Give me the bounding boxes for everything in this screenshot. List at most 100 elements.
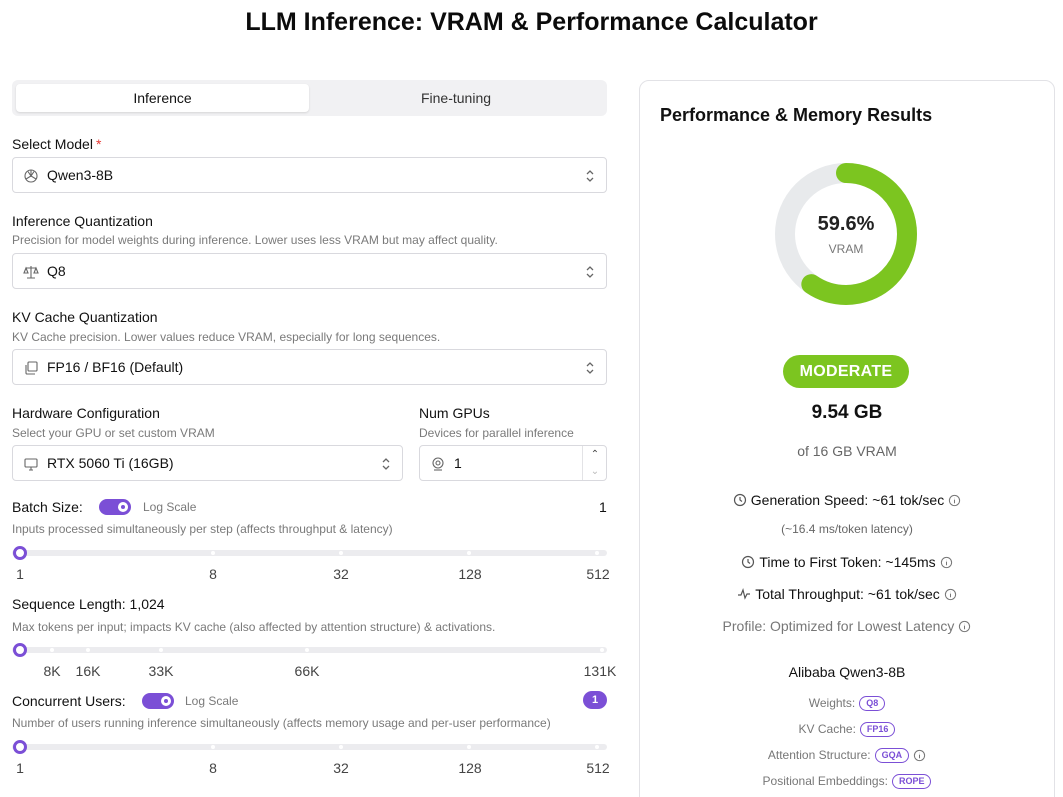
kv-quant-value: FP16 / BF16 (Default) bbox=[47, 359, 184, 375]
inference-quant-value: Q8 bbox=[47, 263, 66, 279]
slider-dot bbox=[467, 745, 471, 749]
users-log-scale-toggle[interactable] bbox=[142, 693, 174, 709]
slider-dot bbox=[211, 551, 215, 555]
chevron-updown-icon bbox=[382, 458, 390, 470]
batch-slider[interactable] bbox=[12, 550, 607, 556]
required-mark: * bbox=[95, 136, 102, 152]
weights-badge: Q8 bbox=[859, 696, 886, 711]
clock-icon bbox=[742, 555, 755, 569]
users-tick: 128 bbox=[458, 760, 482, 776]
ttft-row: Time to First Token: ~145ms bbox=[640, 554, 1054, 570]
users-tick: 1 bbox=[16, 760, 24, 776]
inference-quant-select[interactable]: Q8 bbox=[12, 253, 607, 289]
slider-dot bbox=[600, 648, 604, 652]
sequence-slider[interactable] bbox=[12, 647, 607, 653]
users-label: Concurrent Users: bbox=[12, 693, 126, 709]
vram-donut bbox=[775, 163, 917, 305]
users-slider-thumb[interactable] bbox=[13, 740, 27, 754]
batch-tick: 128 bbox=[458, 566, 482, 582]
batch-tick: 1 bbox=[16, 566, 24, 582]
weights-row: Weights: Q8 bbox=[640, 696, 1054, 711]
sequence-slider-thumb[interactable] bbox=[13, 643, 27, 657]
ttft: Time to First Token: ~145ms bbox=[759, 554, 936, 570]
activity-icon bbox=[738, 588, 751, 600]
toggle-knob bbox=[161, 696, 171, 706]
info-icon[interactable] bbox=[948, 494, 961, 507]
batch-value: 1 bbox=[599, 499, 607, 515]
users-log-scale-label: Log Scale bbox=[185, 694, 239, 708]
attention-row: Attention Structure: GQA bbox=[640, 748, 1054, 763]
vram-used: 9.54 GB bbox=[811, 402, 883, 423]
model-label: Select Model * bbox=[12, 136, 102, 152]
info-icon[interactable] bbox=[944, 588, 957, 601]
monitor-icon bbox=[24, 458, 38, 471]
slider-dot bbox=[159, 648, 163, 652]
num-gpus-hint: Devices for parallel inference bbox=[419, 426, 574, 440]
status-badge: MODERATE bbox=[783, 355, 909, 388]
inference-quant-hint: Precision for model weights during infer… bbox=[12, 233, 498, 247]
results-title: Performance & Memory Results bbox=[660, 105, 933, 125]
info-icon[interactable] bbox=[913, 749, 926, 762]
batch-slider-thumb[interactable] bbox=[13, 546, 27, 560]
increment-button[interactable]: ⌃ bbox=[590, 449, 600, 460]
info-icon[interactable] bbox=[940, 556, 953, 569]
throughput: Total Throughput: ~61 tok/sec bbox=[755, 586, 940, 602]
slider-dot bbox=[595, 551, 599, 555]
tab-inference[interactable]: Inference bbox=[16, 84, 309, 112]
batch-tick: 8 bbox=[209, 566, 217, 582]
users-tick: 8 bbox=[209, 760, 217, 776]
slider-dot bbox=[339, 551, 343, 555]
batch-tick: 512 bbox=[586, 566, 610, 582]
sequence-tick: 33K bbox=[148, 663, 174, 679]
generation-speed: Generation Speed: ~61 tok/sec bbox=[750, 492, 945, 508]
chevron-updown-icon bbox=[586, 362, 594, 374]
batch-hint: Inputs processed simultaneously per step… bbox=[12, 522, 393, 536]
model-name: Alibaba Qwen3-8B bbox=[788, 664, 906, 680]
sequence-tick: 66K bbox=[294, 663, 320, 679]
users-hint: Number of users running inference simult… bbox=[12, 716, 551, 730]
donut-fill bbox=[775, 163, 917, 305]
attention-badge: GQA bbox=[874, 748, 910, 763]
sequence-tick: 131K bbox=[583, 663, 617, 679]
tab-fine-tuning[interactable]: Fine-tuning bbox=[420, 90, 492, 106]
sequence-tick: 8K bbox=[43, 663, 61, 679]
layers-icon bbox=[25, 361, 38, 375]
positional-row: Positional Embeddings: ROPE bbox=[640, 774, 1054, 789]
inference-quant-label: Inference Quantization bbox=[12, 213, 153, 229]
slider-dot bbox=[467, 551, 471, 555]
model-select[interactable]: Qwen3-8B bbox=[12, 157, 607, 193]
batch-log-scale-toggle[interactable] bbox=[99, 499, 131, 515]
generation-speed-row: Generation Speed: ~61 tok/sec bbox=[640, 492, 1054, 508]
num-gpus-stepper[interactable]: 1 ⌃ ⌄ bbox=[419, 445, 607, 481]
vram-percent: 59.6% bbox=[817, 213, 875, 235]
scale-icon bbox=[23, 266, 39, 279]
hardware-select[interactable]: RTX 5060 Ti (16GB) bbox=[12, 445, 403, 481]
sequence-hint: Max tokens per input; impacts KV cache (… bbox=[12, 620, 496, 634]
batch-log-scale-label: Log Scale bbox=[143, 500, 197, 514]
slider-dot bbox=[50, 648, 54, 652]
sequence-label: Sequence Length: 1,024 bbox=[12, 596, 165, 612]
latency: (~16.4 ms/token latency) bbox=[781, 522, 913, 536]
vram-total: of 16 GB VRAM bbox=[797, 443, 897, 459]
info-icon[interactable] bbox=[958, 620, 971, 633]
chevron-updown-icon bbox=[586, 266, 594, 278]
vram-label: VRAM bbox=[828, 242, 864, 256]
users-value-badge: 1 bbox=[583, 691, 607, 709]
kv-cache-badge: FP16 bbox=[859, 722, 896, 737]
kv-quant-label: KV Cache Quantization bbox=[12, 309, 158, 325]
users-slider[interactable] bbox=[12, 744, 607, 750]
gpu-icon bbox=[432, 457, 444, 471]
hardware-hint: Select your GPU or set custom VRAM bbox=[12, 426, 215, 440]
toggle-knob bbox=[118, 502, 128, 512]
profile: Profile: Optimized for Lowest Latency bbox=[722, 618, 955, 634]
hardware-value: RTX 5060 Ti (16GB) bbox=[47, 455, 174, 471]
slider-dot bbox=[305, 648, 309, 652]
batch-label: Batch Size: bbox=[12, 499, 83, 515]
num-gpus-label: Num GPUs bbox=[419, 405, 490, 421]
model-value: Qwen3-8B bbox=[47, 167, 114, 183]
decrement-button[interactable]: ⌄ bbox=[590, 466, 600, 477]
batch-tick: 32 bbox=[333, 566, 349, 582]
kv-quant-select[interactable]: FP16 / BF16 (Default) bbox=[12, 349, 607, 385]
kv-quant-hint: KV Cache precision. Lower values reduce … bbox=[12, 330, 441, 344]
sequence-value: 1,024 bbox=[129, 596, 165, 612]
